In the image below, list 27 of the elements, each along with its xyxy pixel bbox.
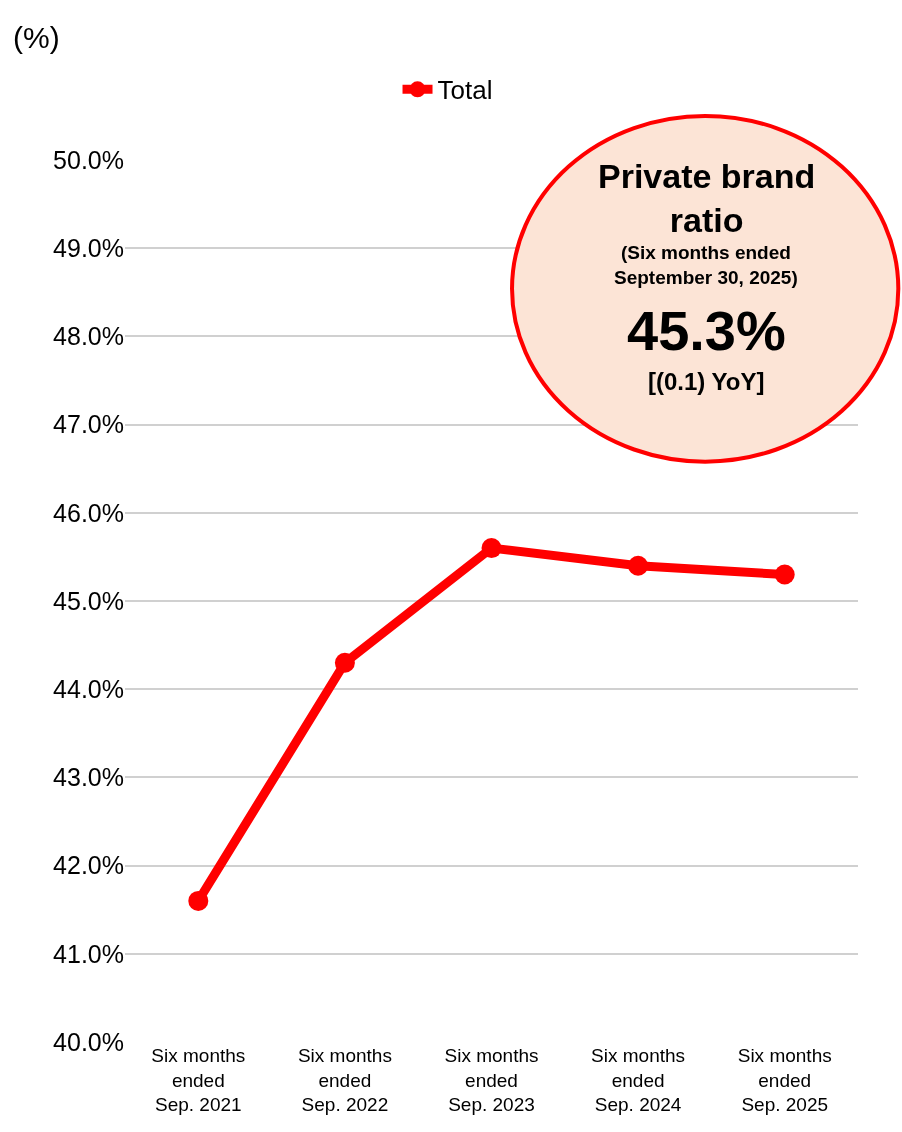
y-tick-label: 41.0% [53, 939, 124, 968]
point [628, 555, 649, 576]
y-tick-label: 47.0% [53, 410, 124, 439]
point [481, 538, 502, 559]
annotation: Private brand ratio [598, 157, 816, 240]
y-axis-title: (%) [13, 21, 60, 54]
y-tick-label: 49.0% [53, 233, 124, 262]
point [188, 890, 209, 911]
y-tick-label: 45.0% [53, 586, 124, 615]
y-tick-label: 46.0% [53, 498, 124, 527]
annotation: 45.3% [627, 299, 786, 362]
y-tick-label: 42.0% [53, 851, 124, 880]
x-tick-label: Six months ended Sep. 2023 [444, 1045, 539, 1116]
x-tick-label: Six months ended Sep. 2024 [591, 1045, 686, 1116]
y-tick-label: 44.0% [53, 674, 124, 703]
annotation: (Six months ended September 30, 2025) [614, 242, 798, 288]
y-tick-label: 43.0% [53, 763, 124, 792]
y-tick-label: 50.0% [53, 145, 124, 174]
x-tick-label: Six months ended Sep. 2021 [151, 1045, 246, 1116]
x-tick-label: Six months ended Sep. 2025 [737, 1045, 832, 1116]
y-tick-label: 40.0% [53, 1027, 124, 1056]
y-tick-label: 48.0% [53, 322, 124, 351]
annotation: [(0.1) YoY] [648, 368, 765, 395]
point [334, 652, 355, 673]
point [774, 564, 795, 585]
x-tick-label: Six months ended Sep. 2022 [297, 1045, 392, 1116]
legend-label: Total [437, 75, 493, 106]
